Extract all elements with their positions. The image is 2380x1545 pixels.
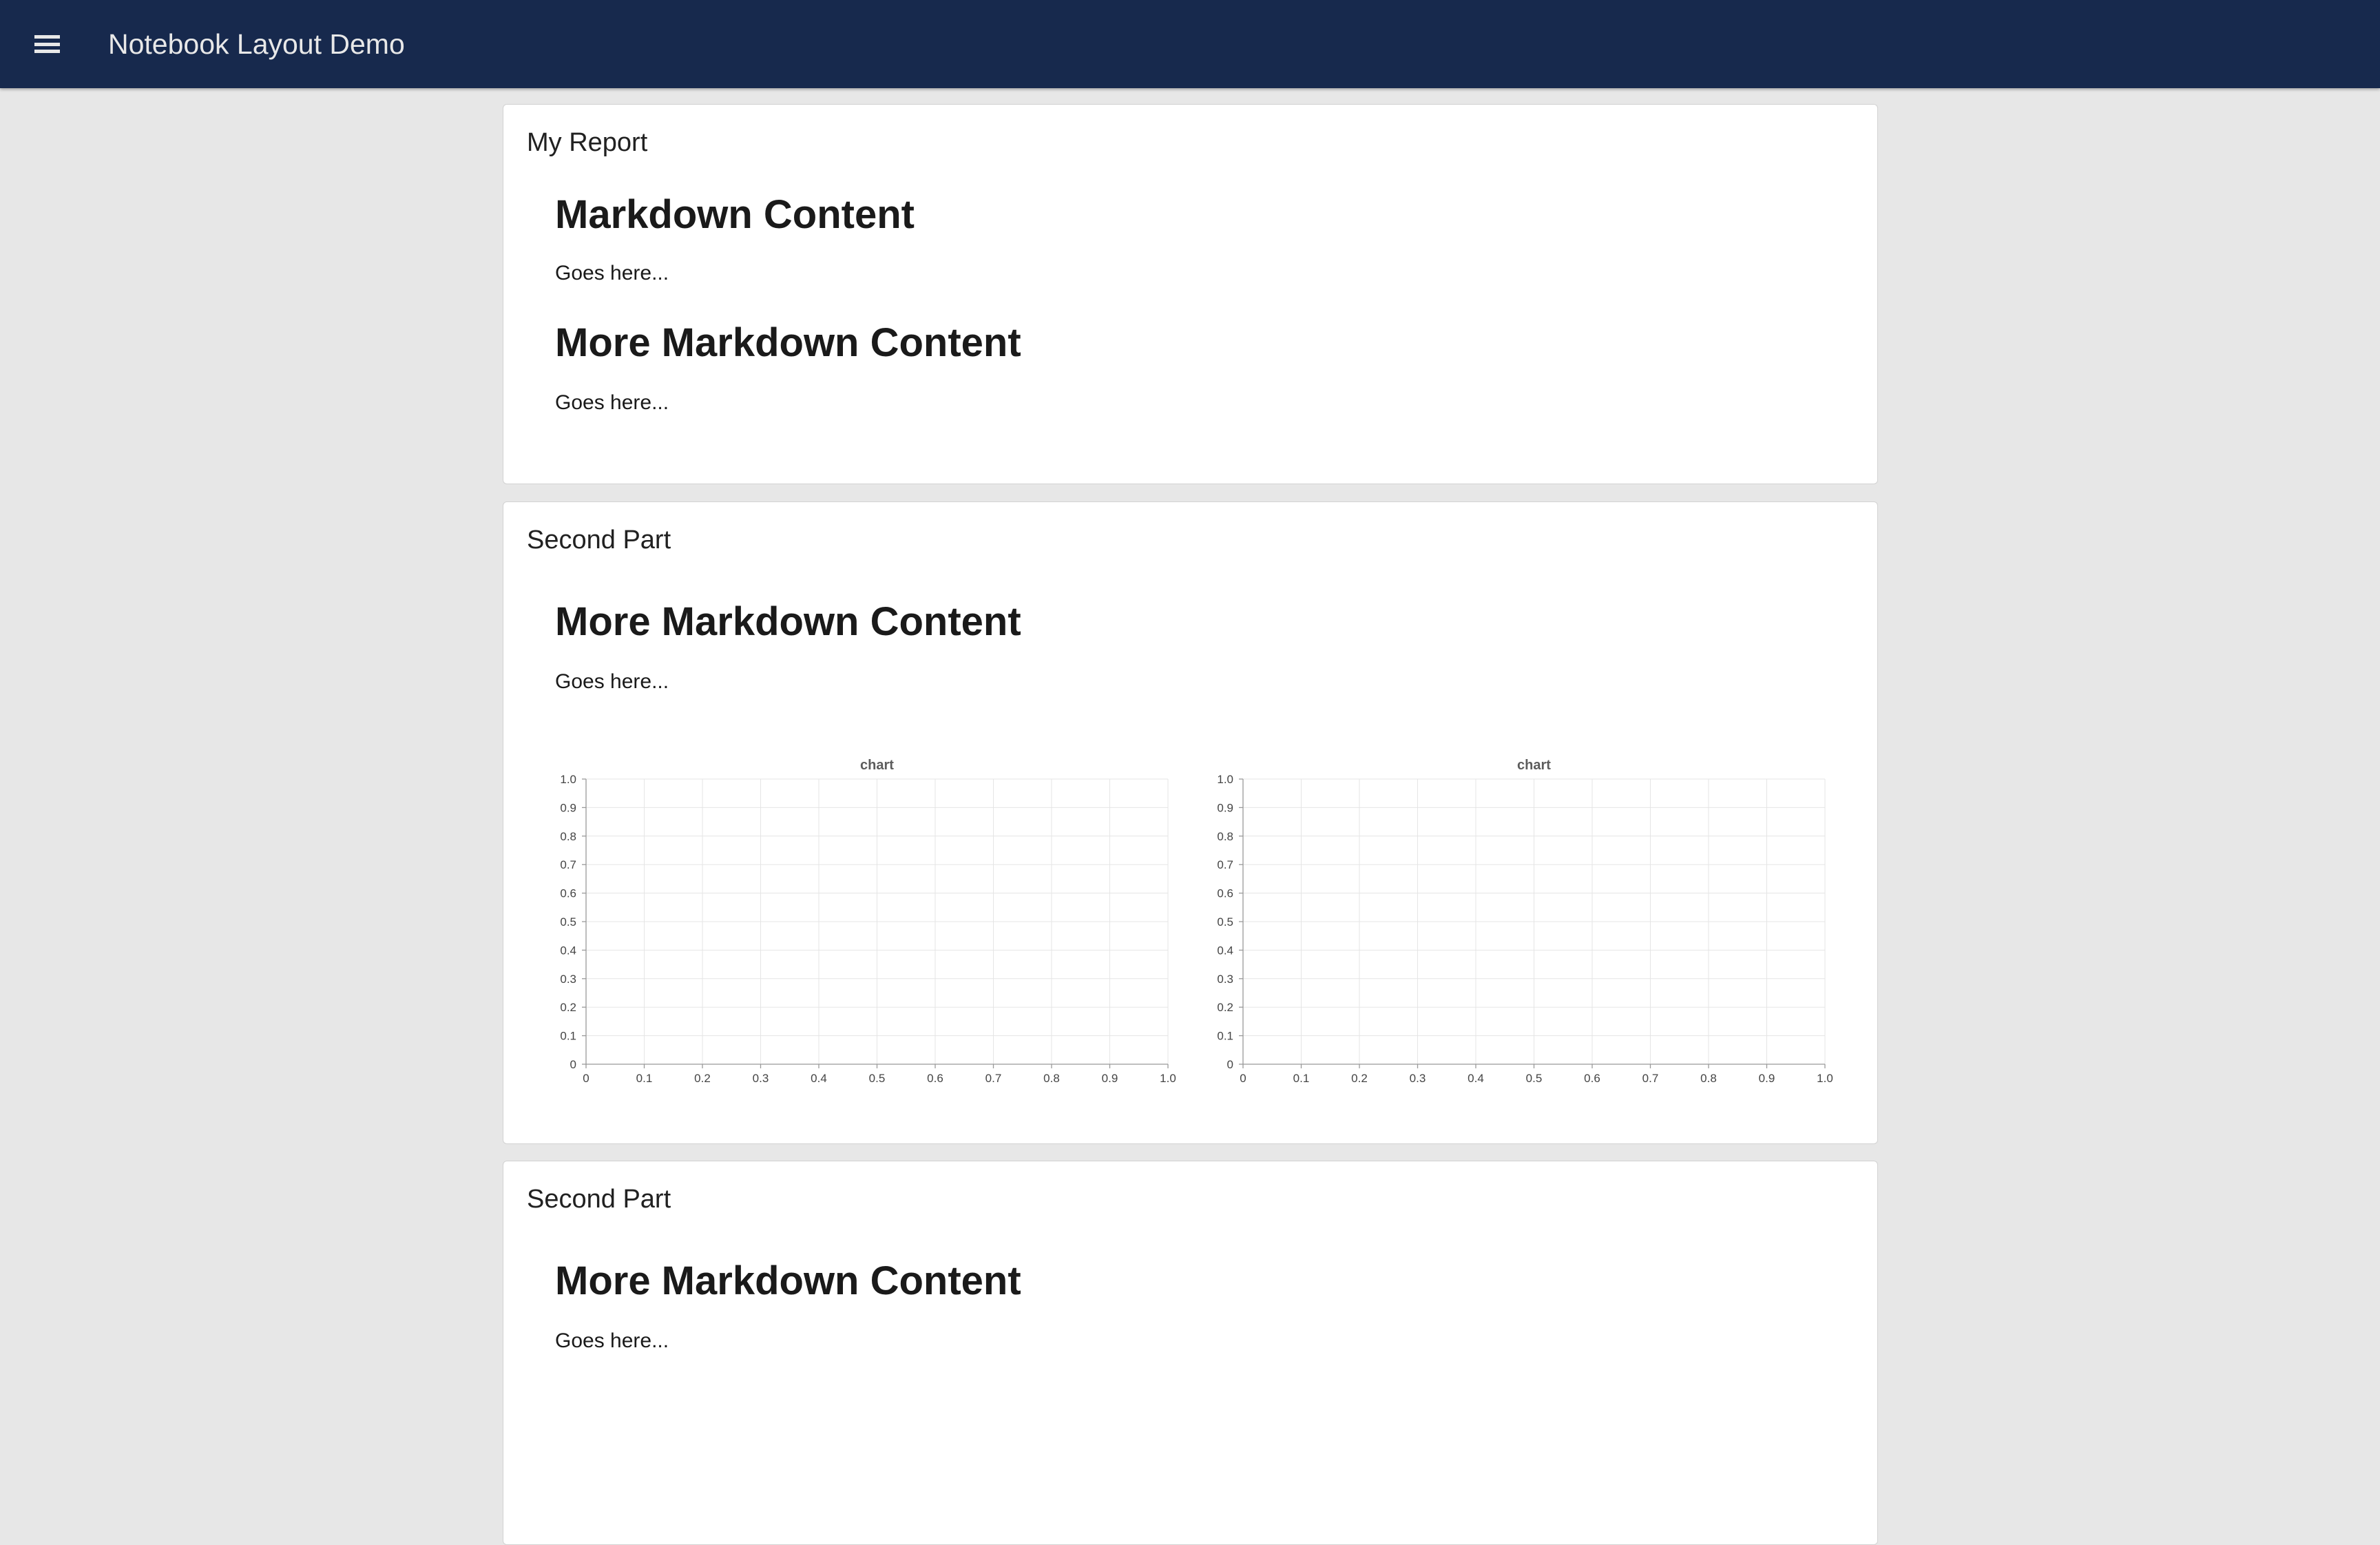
svg-text:0.4: 0.4 <box>560 944 576 957</box>
svg-text:1.0: 1.0 <box>1160 1072 1176 1085</box>
svg-text:0.4: 0.4 <box>811 1072 827 1085</box>
svg-text:0.4: 0.4 <box>1217 944 1233 957</box>
svg-text:chart: chart <box>1517 758 1551 773</box>
svg-text:0.1: 0.1 <box>1293 1072 1310 1085</box>
svg-text:0.5: 0.5 <box>1526 1072 1543 1085</box>
svg-text:0.5: 0.5 <box>869 1072 886 1085</box>
svg-text:0.7: 0.7 <box>560 858 576 871</box>
svg-text:0.7: 0.7 <box>1642 1072 1659 1085</box>
svg-text:0.6: 0.6 <box>927 1072 943 1085</box>
svg-text:0.1: 0.1 <box>1217 1030 1233 1043</box>
svg-text:0.2: 0.2 <box>694 1072 711 1085</box>
svg-text:0: 0 <box>1227 1058 1233 1071</box>
svg-text:0.3: 0.3 <box>1217 973 1233 986</box>
svg-text:0.1: 0.1 <box>560 1030 576 1043</box>
svg-text:0.9: 0.9 <box>1102 1072 1118 1085</box>
svg-text:0.6: 0.6 <box>560 887 576 900</box>
svg-text:0.2: 0.2 <box>1217 1001 1233 1014</box>
svg-text:0.5: 0.5 <box>560 915 576 929</box>
svg-text:0.3: 0.3 <box>753 1072 769 1085</box>
svg-text:0.3: 0.3 <box>560 973 576 986</box>
svg-text:0.4: 0.4 <box>1468 1072 1484 1085</box>
svg-text:0.6: 0.6 <box>1217 887 1233 900</box>
svg-text:0.8: 0.8 <box>1700 1072 1717 1085</box>
svg-text:0.9: 0.9 <box>1759 1072 1775 1085</box>
svg-text:0.7: 0.7 <box>1217 858 1233 871</box>
svg-text:0.6: 0.6 <box>1584 1072 1600 1085</box>
svg-text:0: 0 <box>1240 1072 1246 1085</box>
svg-text:0.3: 0.3 <box>1410 1072 1426 1085</box>
svg-text:0.2: 0.2 <box>560 1001 576 1014</box>
svg-text:0: 0 <box>570 1058 576 1071</box>
svg-text:0.9: 0.9 <box>1217 801 1233 814</box>
svg-text:0.2: 0.2 <box>1351 1072 1368 1085</box>
svg-text:1.0: 1.0 <box>1817 1072 1833 1085</box>
svg-text:0.8: 0.8 <box>1043 1072 1060 1085</box>
svg-text:0: 0 <box>583 1072 589 1085</box>
svg-text:1.0: 1.0 <box>560 773 576 786</box>
svg-text:0.8: 0.8 <box>560 830 576 843</box>
svg-text:0.7: 0.7 <box>985 1072 1002 1085</box>
svg-text:0.1: 0.1 <box>636 1072 653 1085</box>
svg-text:chart: chart <box>860 758 894 773</box>
svg-text:0.5: 0.5 <box>1217 915 1233 929</box>
svg-text:0.8: 0.8 <box>1217 830 1233 843</box>
svg-text:0.9: 0.9 <box>560 801 576 814</box>
svg-text:1.0: 1.0 <box>1217 773 1233 786</box>
